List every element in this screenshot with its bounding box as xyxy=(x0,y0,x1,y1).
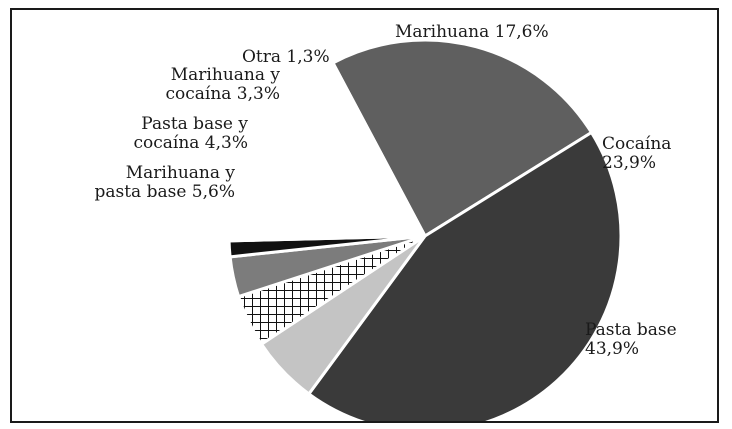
slice-label-otra: Otra 1,3% xyxy=(242,47,330,67)
slice-label-marihuana-y-cocaina: Marihuana y cocaína 3,3% xyxy=(165,65,280,104)
chart-frame: Cocaína 23,9% Pasta base 43,9% Marihuana y pa… xyxy=(10,8,719,423)
slice-label-pasta-base: Pasta base 43,9% xyxy=(585,320,677,359)
pie-slice-pasta-base xyxy=(307,131,623,421)
slice-label-cocaina: Cocaína 23,9% xyxy=(602,134,671,173)
pie-chart: Cocaína 23,9% Pasta base 43,9% Marihuana y pa… xyxy=(94,22,677,421)
slice-label-marihuana: Marihuana 17,6% xyxy=(395,22,549,42)
slice-label-marihuana-y-pasta-base: Marihuana y pasta base 5,6% xyxy=(94,163,235,202)
slice-label-pasta-base-y-cocaina: Pasta base y cocaína 4,3% xyxy=(133,114,248,153)
pie-slice-marihuana xyxy=(227,61,427,243)
pie-slice-cocaina xyxy=(331,38,593,238)
